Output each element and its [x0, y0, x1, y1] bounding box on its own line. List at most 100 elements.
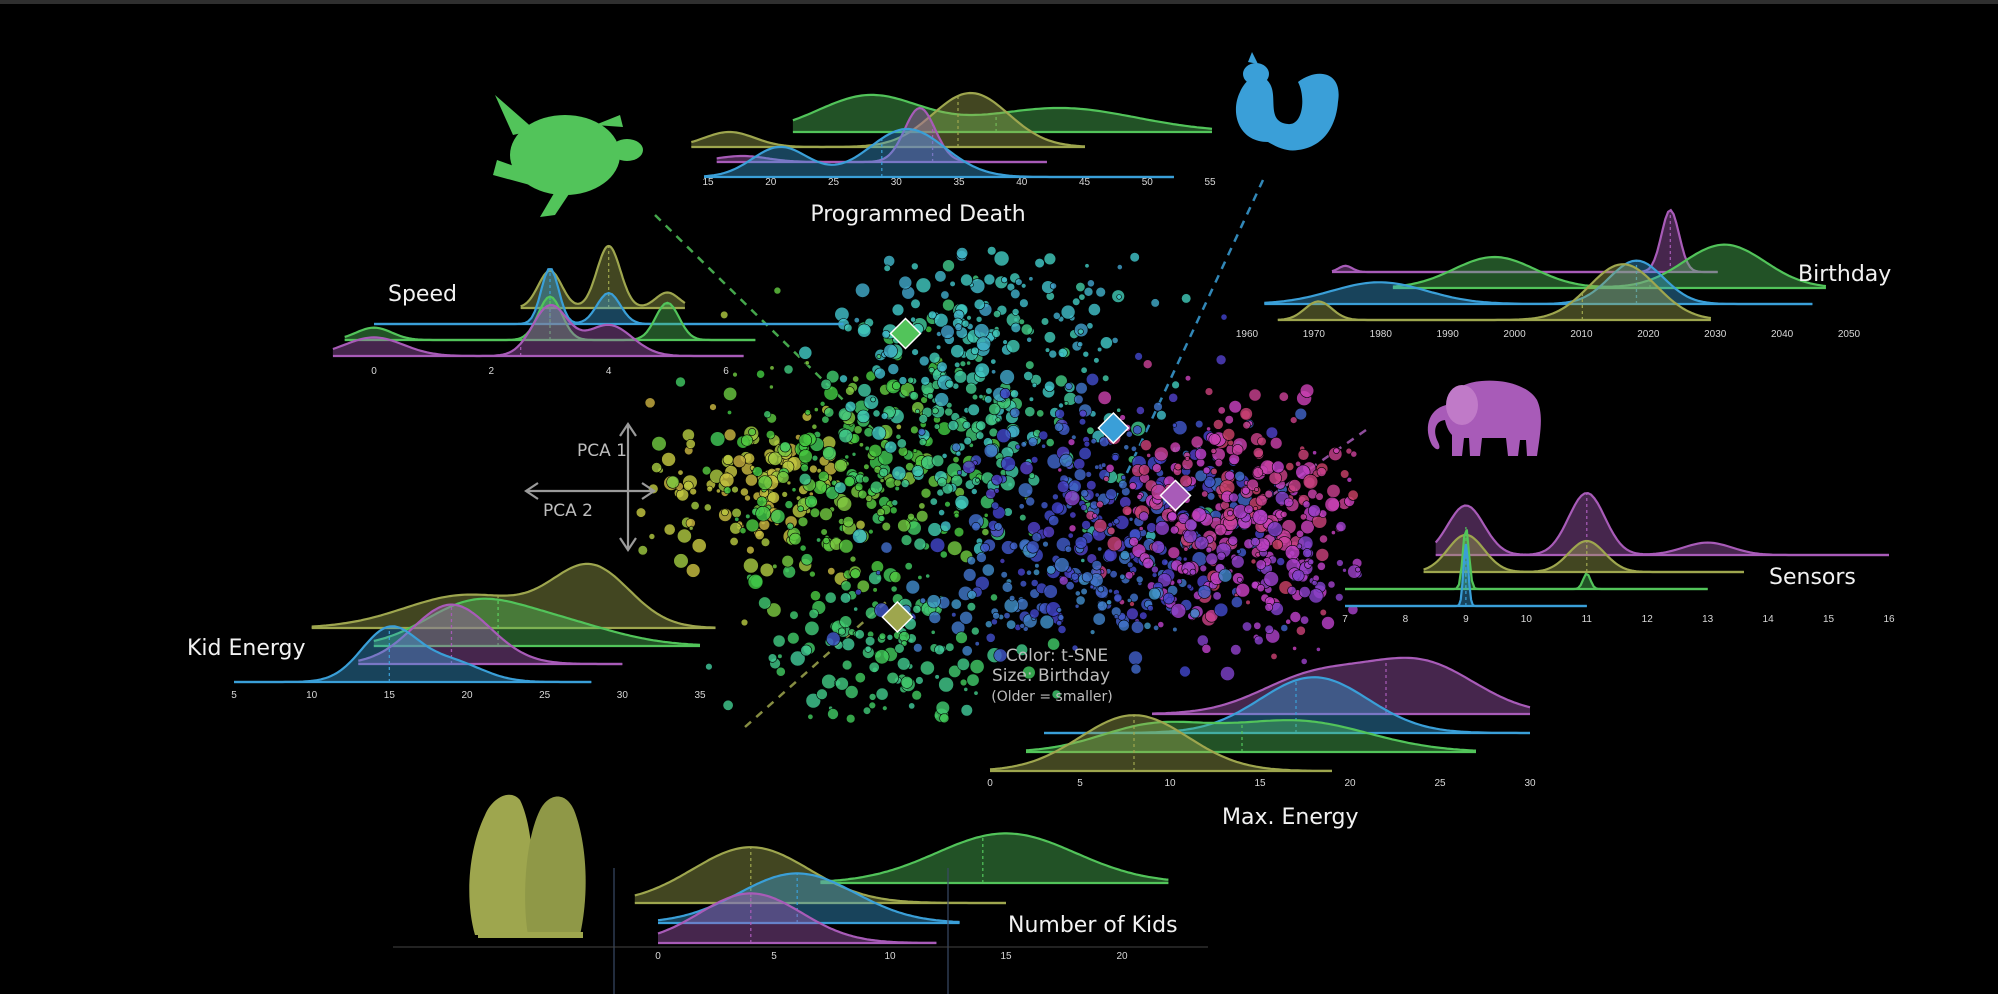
scatter-point	[1079, 409, 1087, 418]
scatter-point	[891, 465, 907, 481]
scatter-point	[1129, 592, 1139, 603]
scatter-point	[1315, 548, 1330, 562]
scatter-point	[933, 313, 949, 328]
scatter-point	[1056, 607, 1062, 613]
scatter-point	[894, 643, 905, 654]
scatter-point	[967, 590, 977, 600]
scatter-point	[1078, 293, 1086, 301]
tick-label: 30	[617, 690, 629, 701]
scatter-point	[1015, 444, 1021, 450]
scatter-point	[1069, 511, 1077, 519]
scatter-point	[1345, 447, 1353, 455]
scatter-point	[1215, 354, 1227, 366]
scatter-point	[1214, 523, 1227, 536]
scatter-point	[1097, 390, 1112, 405]
ridgeline-title: Sensors	[1769, 565, 1856, 590]
scatter-point	[872, 409, 881, 418]
scatter-point	[919, 597, 927, 604]
squirrel-icon	[1235, 52, 1339, 151]
tick-label: 0	[987, 778, 993, 789]
scatter-point	[1183, 546, 1189, 552]
scatter-point	[954, 494, 970, 510]
density-elephant	[658, 893, 937, 943]
scatter-point	[1317, 561, 1326, 571]
tick-label: 2020	[1637, 329, 1660, 340]
scatter-point	[975, 431, 985, 440]
scatter-point	[1044, 347, 1051, 353]
scatter-point	[1078, 446, 1092, 460]
scatter-point	[1096, 346, 1103, 353]
scatter-point	[1072, 297, 1081, 306]
scatter-point	[1006, 282, 1016, 292]
scatter-point	[1040, 317, 1050, 326]
scatter-point	[1271, 460, 1285, 474]
scatter-point	[834, 481, 847, 494]
scatter-point	[1054, 422, 1064, 432]
scatter-point	[886, 633, 894, 641]
scatter-point	[845, 386, 855, 396]
scatter-point	[809, 507, 821, 518]
ridgeline-title: Number of Kids	[1008, 913, 1178, 938]
scatter-point	[926, 392, 934, 400]
scatter-point	[1030, 456, 1039, 464]
tick-label: 9	[1463, 614, 1469, 625]
scatter-point	[913, 537, 927, 551]
scatter-point	[937, 477, 947, 487]
scatter-point	[827, 567, 836, 576]
scatter-point	[769, 384, 774, 390]
scatter-point	[1001, 581, 1013, 593]
scatter-point	[1335, 593, 1344, 602]
scatter-point	[1000, 571, 1008, 579]
scatter-point	[740, 434, 753, 447]
tick-label: 30	[1524, 778, 1536, 789]
scatter-point	[1095, 286, 1106, 298]
scatter-point	[1321, 616, 1335, 630]
scatter-point	[688, 525, 694, 531]
scatter-point	[1264, 602, 1274, 612]
scatter-point	[1126, 598, 1132, 603]
scatter-point	[971, 394, 979, 401]
density-outline-turtle	[792, 93, 1213, 130]
tick-label: 25	[1434, 778, 1446, 789]
scatter-point	[934, 674, 940, 680]
scatter-point	[855, 519, 866, 530]
scatter-point	[1235, 582, 1251, 598]
scatter-point	[1097, 585, 1105, 593]
scatter-point	[1130, 445, 1137, 452]
scatter-point	[1245, 599, 1251, 606]
scatter-point	[865, 494, 873, 502]
scatter-point	[1244, 504, 1254, 514]
scatter-point	[1025, 360, 1035, 370]
scatter-point	[836, 496, 853, 512]
ridgeline-title: Max. Energy	[1222, 805, 1359, 830]
scatter-point	[1231, 596, 1243, 609]
tick-label: 35	[694, 690, 706, 701]
scatter-point	[1010, 322, 1021, 333]
scatter-point	[666, 475, 680, 489]
tick-label: 1960	[1236, 329, 1259, 340]
density-outline-turtle	[820, 832, 1169, 883]
scatter-point	[739, 527, 747, 535]
animal-silhouettes	[469, 52, 1541, 938]
scatter-point	[1210, 467, 1218, 475]
scatter-point	[993, 487, 1000, 494]
scatter-point	[970, 346, 980, 356]
scatter-point	[868, 701, 876, 710]
scatter-point	[894, 485, 900, 492]
scatter-point	[1267, 521, 1283, 537]
tick-label: 2050	[1838, 329, 1861, 340]
scatter-point	[1331, 530, 1336, 535]
turtle-icon	[493, 95, 643, 217]
scatter-point	[990, 593, 998, 602]
scatter-point	[1038, 430, 1049, 441]
scatter-point	[895, 423, 902, 430]
scatter-point	[1105, 463, 1115, 473]
scatter-point	[956, 247, 969, 260]
density-squirrel	[1264, 260, 1813, 304]
scatter-point	[856, 409, 871, 424]
scatter-point	[992, 329, 1001, 338]
scatter-point	[940, 520, 952, 532]
scatter-point	[1081, 571, 1093, 583]
scatter-point	[920, 660, 935, 676]
scatter-point	[929, 497, 938, 506]
